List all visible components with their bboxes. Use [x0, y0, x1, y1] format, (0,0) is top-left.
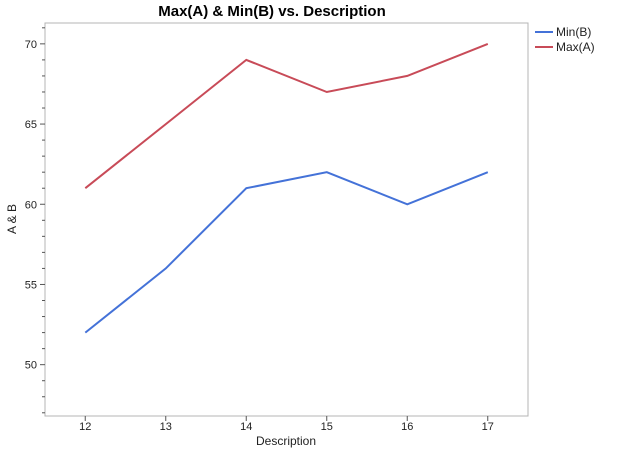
legend: Min(B)Max(A) — [535, 25, 595, 54]
plot-frame — [44, 22, 529, 417]
x-axis: 12 13 14 15 16 17 — [79, 416, 494, 433]
legend-label: Max(A) — [556, 40, 595, 54]
x-tick-label: 15 — [321, 421, 333, 433]
y-axis-label: A & B — [5, 204, 19, 234]
x-tick-label: 17 — [482, 421, 494, 433]
legend-label: Min(B) — [556, 25, 591, 39]
series-layer — [84, 42, 489, 334]
y-axis: 50 55 60 65 70 — [25, 27, 45, 414]
chart-title: Max(A) & Min(B) vs. Description — [158, 3, 386, 20]
x-axis-label: Description — [256, 434, 316, 448]
x-tick-label: 16 — [401, 421, 413, 433]
series-line-max-a — [84, 42, 489, 189]
x-tick-label: 13 — [160, 421, 172, 433]
x-tick-label: 12 — [79, 421, 91, 433]
y-tick-label: 55 — [25, 279, 37, 291]
series-line-min-b — [84, 171, 489, 334]
y-tick-label: 70 — [25, 39, 37, 51]
x-tick-label: 14 — [240, 421, 252, 433]
y-tick-label: 65 — [25, 119, 37, 131]
y-tick-label: 60 — [25, 199, 37, 211]
y-tick-label: 50 — [25, 360, 37, 372]
